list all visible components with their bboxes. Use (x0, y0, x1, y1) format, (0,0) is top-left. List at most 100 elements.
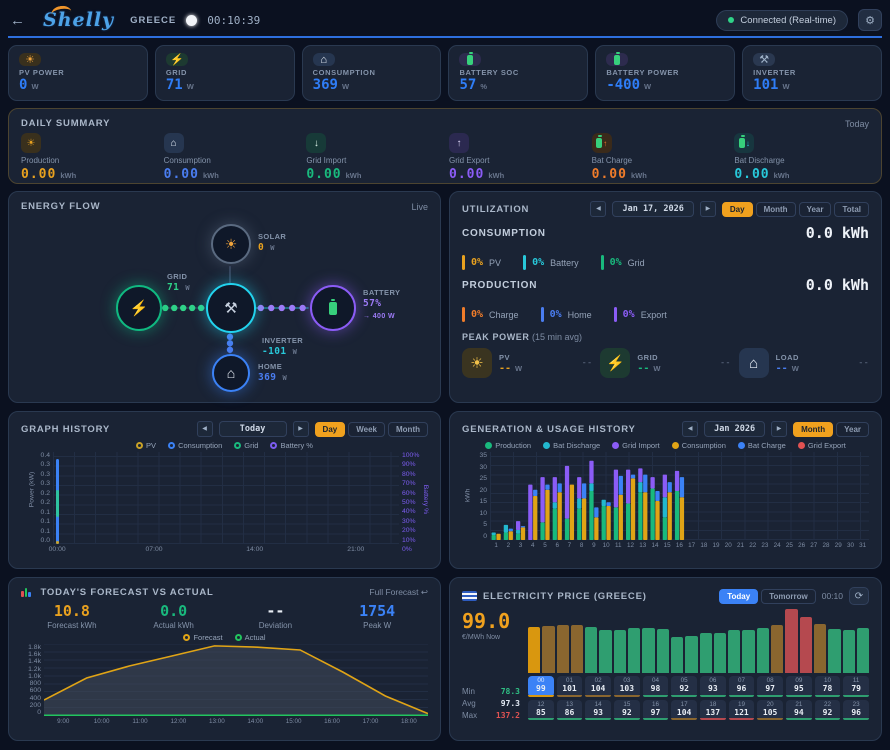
axis-tick: 35 (479, 452, 487, 459)
price-hour-cell-19[interactable]: 19 121 (728, 699, 755, 721)
graph-period-display[interactable]: Today (218, 421, 287, 437)
breakdown-percent: 0% (471, 257, 484, 268)
home-icon: ⌂ (226, 365, 236, 381)
forecast-stat-label: Actual kWh (153, 621, 194, 630)
price-hour-cell-12[interactable]: 12 85 (528, 699, 554, 721)
price-cell-value: 92 (622, 707, 632, 717)
tab-utilization-month[interactable]: Month (755, 201, 796, 217)
bar-consumption-day6 (557, 492, 562, 540)
tab-utilization-day[interactable]: Day (721, 201, 753, 217)
breakdown-pv: 0% PV (462, 255, 501, 270)
price-cell-hour: 13 (565, 700, 573, 708)
legend-graph-pv[interactable]: PV (136, 441, 156, 450)
legend-generation-gridimport[interactable]: Grid Import (612, 441, 660, 450)
date-display[interactable]: Jan 17, 2026 (612, 201, 694, 217)
tab-graph-month[interactable]: Month (388, 421, 428, 437)
price-hour-cell-10[interactable]: 10 78 (814, 676, 841, 697)
summary-item-bat-discharge: ↓ Bat Discharge 0.00 kWh (734, 133, 869, 182)
legend-generation-consumption[interactable]: Consumption (671, 441, 726, 450)
price-hour-cell-04[interactable]: 04 98 (642, 676, 669, 697)
month-prev-button[interactable]: ◀ (682, 421, 699, 437)
bar-consumption-day16 (679, 497, 685, 540)
legend-generation-batcharge[interactable]: Bat Charge (737, 441, 786, 450)
price-bar-h03 (570, 624, 584, 673)
tab-price-tomorrow[interactable]: Tomorrow (761, 588, 816, 604)
refresh-button[interactable]: ⟳ (849, 587, 869, 605)
tab-utilization-year[interactable]: Year (798, 201, 832, 217)
bar-grid-import-day7 (564, 465, 570, 519)
legend-graph-grid[interactable]: Grid (234, 441, 258, 450)
price-hour-cell-17[interactable]: 17 104 (671, 699, 697, 721)
price-hour-cell-05[interactable]: 05 92 (671, 676, 697, 697)
month-next-button[interactable]: ▶ (771, 421, 788, 437)
legend-forecast-forecast[interactable]: Forecast (183, 633, 223, 642)
grid-node[interactable]: ⚡ (116, 285, 162, 331)
price-hour-cell-00[interactable]: 00 99 (528, 676, 554, 697)
price-cell-hour: 19 (737, 700, 745, 708)
axis-tick: 25 (479, 475, 487, 483)
price-max: Max 137.2 (462, 711, 520, 721)
consumption-total: 0.0 kWh (805, 224, 869, 242)
axis-tick: 0.3 (40, 461, 50, 469)
price-hour-cell-23[interactable]: 23 96 (843, 699, 869, 721)
price-hour-cell-08[interactable]: 08 97 (757, 676, 783, 697)
legend-generation-batdischarge[interactable]: Bat Discharge (543, 441, 600, 450)
price-hour-cell-15[interactable]: 15 92 (613, 699, 640, 721)
inverter-node[interactable]: ⚒ (206, 283, 256, 333)
price-hour-cell-21[interactable]: 21 94 (785, 699, 812, 721)
price-hour-cell-09[interactable]: 09 95 (785, 676, 812, 697)
axis-tick: 0.2 (40, 499, 50, 507)
production-total: 0.0 kWh (805, 276, 869, 294)
tab-generation-year[interactable]: Year (836, 421, 869, 437)
price-hour-cell-03[interactable]: 03 103 (613, 676, 640, 697)
price-cell-value: 93 (593, 707, 603, 717)
legend-graph-consumption[interactable]: Consumption (168, 441, 222, 450)
legend-marker-icon (168, 442, 176, 449)
price-bar-h17 (771, 624, 784, 673)
price-hour-cell-13[interactable]: 13 86 (556, 699, 583, 721)
price-hour-cell-18[interactable]: 18 137 (699, 699, 726, 721)
legend-generation-production[interactable]: Production (485, 441, 531, 450)
price-hour-cell-22[interactable]: 22 92 (814, 699, 841, 721)
price-hour-cell-11[interactable]: 11 79 (843, 676, 869, 697)
peak-item-unit: W (515, 363, 523, 373)
legend-graph-battery[interactable]: Battery % (270, 441, 313, 450)
price-hour-cell-02[interactable]: 02 104 (585, 676, 611, 697)
price-hour-cell-06[interactable]: 06 93 (699, 676, 726, 697)
settings-button[interactable]: ⚙ (858, 9, 882, 31)
date-next-button[interactable]: ▶ (699, 201, 716, 217)
price-hour-cell-07[interactable]: 07 96 (728, 676, 755, 697)
legend-generation-gridexport[interactable]: Grid Export (797, 441, 846, 450)
graph-prev-button[interactable]: ◀ (196, 421, 213, 437)
month-display[interactable]: Jan 2026 (704, 421, 766, 437)
bar-consumption-day5 (545, 489, 550, 540)
tab-utilization-total[interactable]: Total (834, 201, 869, 217)
price-cell-underline-icon (556, 718, 583, 721)
tab-generation-month[interactable]: Month (793, 421, 834, 437)
full-forecast-link[interactable]: Full Forecast ↩ (369, 587, 428, 597)
home-node[interactable]: ⌂ (212, 354, 250, 392)
solar-node[interactable]: ☀ (211, 224, 251, 264)
price-hour-cell-16[interactable]: 16 97 (642, 699, 669, 721)
back-button[interactable]: ← (10, 11, 25, 29)
tab-price-today[interactable]: Today (719, 588, 759, 604)
stat-card-value: 369 (312, 77, 338, 93)
graph-next-button[interactable]: ▶ (292, 421, 309, 437)
battery-node[interactable] (310, 285, 356, 331)
sun-icon: ☀ (21, 133, 41, 153)
daily-summary-title: DAILY SUMMARY (21, 118, 111, 129)
tab-graph-day[interactable]: Day (314, 421, 346, 437)
bar-grid-import-day13 (638, 468, 643, 483)
bar-production-day1 (491, 534, 496, 540)
axis-tick: 21:00 (347, 546, 365, 553)
forecast-title: TODAY'S FORECAST VS ACTUAL (40, 587, 214, 598)
price-hour-cell-01[interactable]: 01 101 (556, 676, 583, 697)
axis-tick: 0.3 (40, 470, 50, 478)
price-hour-cell-14[interactable]: 14 93 (585, 699, 611, 721)
tab-graph-week[interactable]: Week (348, 421, 385, 437)
date-prev-button[interactable]: ◀ (590, 201, 607, 217)
price-bar-h13 (713, 632, 727, 673)
site-toggle[interactable] (186, 14, 198, 26)
legend-forecast-actual[interactable]: Actual (234, 633, 266, 642)
price-hour-cell-20[interactable]: 20 105 (757, 699, 783, 721)
